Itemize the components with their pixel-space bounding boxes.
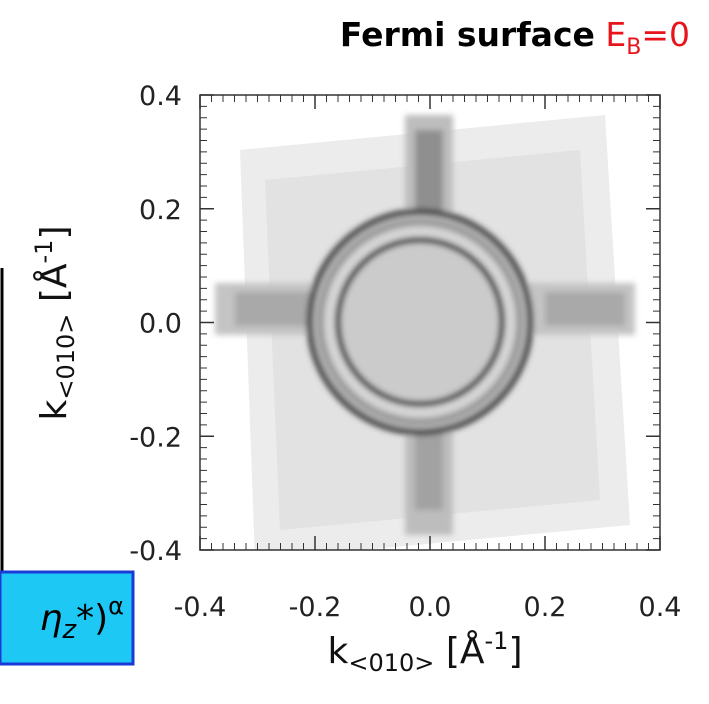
y-tick-label: 0.0 (139, 309, 182, 340)
y-tick-label: 0.2 (139, 195, 182, 226)
fragment-text: ηz*)α (40, 592, 124, 645)
fragment-base: η (40, 598, 63, 639)
chart-title: Fermi surface EB=0 (340, 15, 690, 60)
y-axis-label: k<010> [Å-1] (30, 226, 80, 421)
y-tick-label: 0.4 (139, 81, 182, 112)
x-tick-label: -0.2 (289, 592, 342, 623)
x-label-base: k (328, 631, 349, 672)
y-label-base: k (34, 400, 75, 421)
x-label-unit: [Å (434, 629, 484, 672)
x-tick-label: 0.4 (639, 592, 682, 623)
y-label-close: ] (34, 226, 75, 240)
x-label-close: ] (508, 631, 522, 672)
fragment-box (0, 570, 135, 666)
x-tick-label: 0.2 (524, 592, 567, 623)
title-text: Fermi surface (340, 15, 595, 54)
x-label-sub: <010> (348, 649, 434, 677)
fragment-rest: *) (76, 598, 108, 639)
x-tick-label: 0.0 (409, 592, 452, 623)
y-label-unit: [Å (32, 263, 75, 313)
title-annotation: E (605, 15, 626, 54)
y-label-sup: -1 (30, 240, 58, 264)
fragment-sup: α (108, 592, 124, 620)
x-label-sup: -1 (485, 627, 509, 655)
title-annotation-sub: B (626, 35, 641, 60)
title-annotation-rest: =0 (641, 15, 690, 54)
y-tick-label: -0.4 (129, 536, 182, 567)
x-axis-label: k<010> [Å-1] (328, 627, 523, 677)
intensity-map (215, 115, 635, 550)
y-label-sub: <010> (52, 314, 80, 400)
y-tick-label: -0.2 (129, 422, 182, 453)
fragment-sub: z (61, 615, 77, 645)
x-tick-label: -0.4 (174, 592, 227, 623)
